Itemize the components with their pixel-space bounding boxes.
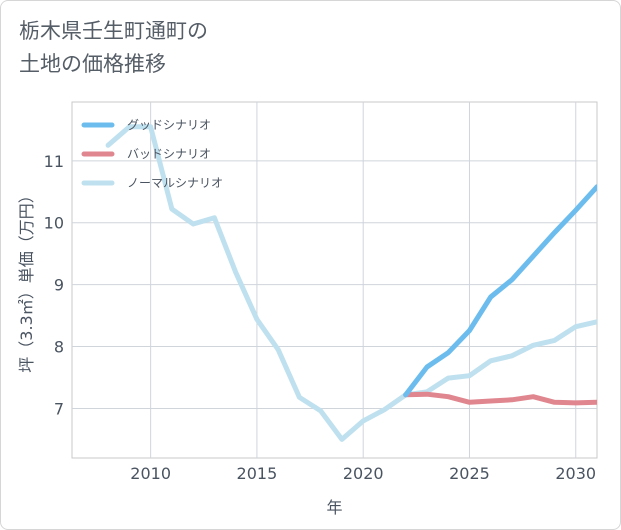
x-axis-label: 年 bbox=[326, 498, 342, 517]
x-tick-label: 2025 bbox=[449, 464, 490, 483]
series-line-2 bbox=[105, 124, 597, 442]
y-tick-label: 10 bbox=[44, 214, 64, 233]
title-line-1: 栃木県壬生町通町の bbox=[19, 19, 208, 43]
title-line-2: 土地の価格推移 bbox=[19, 52, 166, 76]
legend-label-1: バッドシナリオ bbox=[127, 147, 211, 161]
chart-title: 栃木県壬生町通町の 土地の価格推移 bbox=[19, 15, 208, 81]
x-tick-label: 2010 bbox=[130, 464, 171, 483]
x-tick-label: 2015 bbox=[237, 464, 278, 483]
legend-label-2: ノーマルシナリオ bbox=[127, 176, 223, 190]
y-tick-label: 11 bbox=[44, 152, 64, 171]
y-axis-label: 坪（3.3㎡）単価（万円） bbox=[17, 187, 36, 372]
plot-frame bbox=[71, 101, 598, 459]
x-tick-label: 2030 bbox=[555, 464, 596, 483]
legend-label-0: グッドシナリオ bbox=[127, 118, 211, 132]
x-tick-label: 2020 bbox=[343, 464, 384, 483]
y-tick-label: 9 bbox=[54, 276, 64, 295]
series-line-1 bbox=[403, 391, 597, 406]
y-tick-label: 7 bbox=[54, 399, 64, 418]
y-tick-label: 8 bbox=[54, 338, 64, 357]
series-line-0 bbox=[403, 184, 597, 398]
